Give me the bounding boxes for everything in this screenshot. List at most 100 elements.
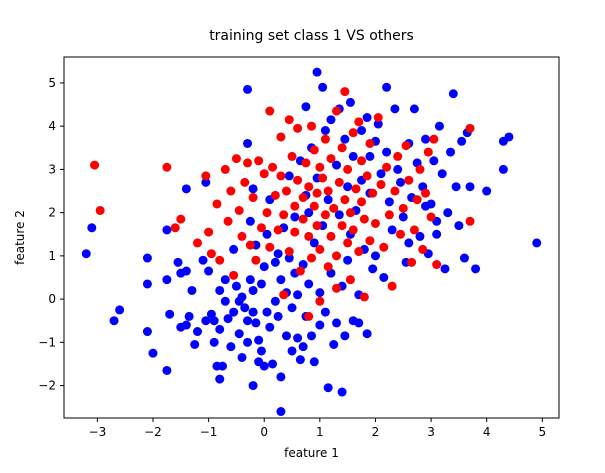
data-point — [429, 134, 439, 144]
data-point — [320, 134, 330, 144]
data-point — [446, 147, 456, 157]
y-tick-label: −2 — [38, 379, 56, 393]
data-point — [240, 177, 250, 187]
data-point — [357, 197, 367, 207]
data-point — [320, 125, 330, 135]
data-point — [412, 195, 422, 205]
data-point — [326, 231, 336, 241]
data-point — [326, 154, 336, 164]
plot-frame — [63, 56, 560, 419]
data-point — [401, 141, 411, 151]
data-point — [162, 225, 172, 235]
data-point — [418, 244, 428, 254]
data-point — [340, 331, 350, 341]
data-point — [215, 285, 225, 295]
data-point — [320, 210, 330, 220]
data-point — [295, 266, 305, 276]
data-point — [265, 322, 275, 332]
data-point — [262, 307, 272, 317]
data-point — [343, 164, 353, 174]
data-point — [343, 238, 353, 248]
data-point — [268, 359, 278, 369]
data-point — [465, 216, 475, 226]
x-tick-label: 4 — [483, 425, 491, 439]
data-point — [373, 113, 383, 123]
x-axis: −3 −2 −1 0 1 2 3 4 5 — [89, 418, 546, 439]
data-point — [262, 208, 272, 218]
data-point — [393, 151, 403, 161]
data-point — [201, 177, 211, 187]
data-point — [309, 238, 319, 248]
data-point — [181, 184, 191, 194]
data-point — [343, 255, 353, 265]
data-point — [312, 67, 322, 77]
data-point — [229, 307, 239, 317]
data-point — [248, 193, 258, 203]
data-point — [348, 151, 358, 161]
data-point — [273, 311, 283, 321]
data-point — [187, 285, 197, 295]
x-tick-label: 5 — [538, 425, 546, 439]
data-point — [382, 162, 392, 172]
data-point — [245, 240, 255, 250]
data-point — [293, 333, 303, 343]
data-point — [254, 335, 264, 345]
data-point — [351, 184, 361, 194]
data-point — [440, 264, 450, 274]
data-point — [162, 365, 172, 375]
data-point — [204, 227, 214, 237]
data-point — [348, 225, 358, 235]
data-point — [298, 214, 308, 224]
data-point — [301, 102, 311, 112]
data-point — [354, 318, 364, 328]
data-point — [204, 266, 214, 276]
x-tick-label: −2 — [144, 425, 162, 439]
data-point — [482, 186, 492, 196]
data-point — [345, 208, 355, 218]
data-point — [265, 106, 275, 116]
data-point — [395, 177, 405, 187]
data-point — [404, 238, 414, 248]
data-point — [421, 201, 431, 211]
chart-title: training set class 1 VS others — [209, 28, 414, 44]
data-point — [142, 279, 152, 289]
data-point — [142, 253, 152, 263]
data-point — [248, 285, 258, 295]
data-point — [382, 147, 392, 157]
x-tick-label: −3 — [89, 425, 107, 439]
data-point — [390, 186, 400, 196]
data-point — [226, 342, 236, 352]
data-point — [407, 257, 417, 267]
data-point — [498, 164, 508, 174]
data-point — [334, 210, 344, 220]
data-point — [332, 251, 342, 261]
data-point — [373, 119, 383, 129]
data-point — [284, 171, 294, 181]
data-point — [387, 281, 397, 291]
y-tick-label: 4 — [48, 119, 56, 133]
data-point — [276, 132, 286, 142]
data-point — [284, 253, 294, 263]
data-point — [315, 320, 325, 330]
data-point — [209, 316, 219, 326]
data-point — [387, 225, 397, 235]
data-point — [279, 290, 289, 300]
data-point — [454, 221, 464, 231]
data-point — [243, 138, 253, 148]
data-point — [376, 169, 386, 179]
data-point — [198, 255, 208, 265]
data-point — [256, 223, 266, 233]
data-point — [432, 229, 442, 239]
data-point — [220, 296, 230, 306]
data-point — [343, 182, 353, 192]
data-point — [215, 374, 225, 384]
data-point — [148, 348, 158, 358]
data-point — [404, 175, 414, 185]
data-point — [215, 255, 225, 265]
data-point — [237, 352, 247, 362]
data-point — [243, 316, 253, 326]
data-point — [423, 147, 433, 157]
data-point — [340, 87, 350, 97]
y-tick-label: 0 — [48, 292, 56, 306]
